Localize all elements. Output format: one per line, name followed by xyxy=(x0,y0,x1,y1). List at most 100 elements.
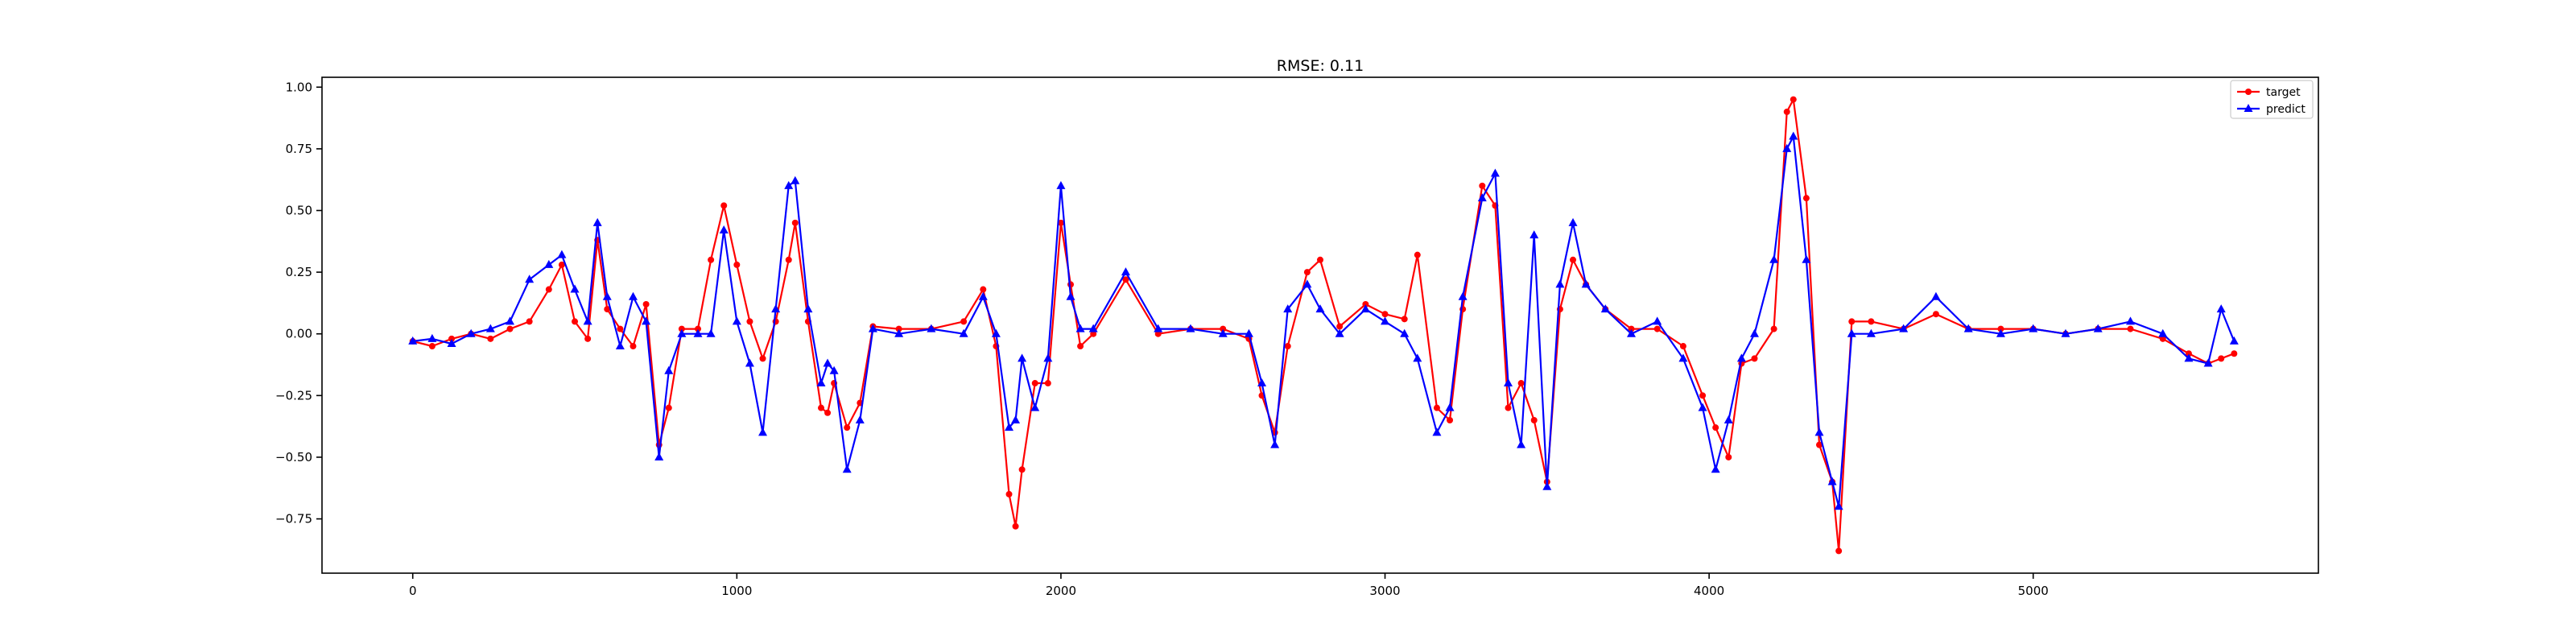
data-point-target xyxy=(665,404,672,411)
data-point-predict xyxy=(1066,291,1075,300)
legend-label-predict: predict xyxy=(2266,103,2306,116)
data-point-target xyxy=(1044,380,1051,387)
data-point-predict xyxy=(1581,279,1591,288)
data-point-predict xyxy=(1653,316,1662,325)
data-point-target xyxy=(1699,392,1707,399)
data-point-predict xyxy=(2061,328,2070,337)
data-point-target xyxy=(1433,404,1440,411)
data-point-predict xyxy=(894,328,904,337)
data-point-predict xyxy=(1075,324,1085,332)
data-point-predict xyxy=(2029,324,2038,332)
data-point-predict xyxy=(1088,324,1098,332)
data-point-predict xyxy=(855,415,865,423)
data-point-target xyxy=(2231,350,2238,357)
data-point-target xyxy=(1090,330,1097,337)
data-point-predict xyxy=(654,452,664,460)
data-point-target xyxy=(506,325,514,332)
x-axis: 0 1000 2000 3000 4000 5000 xyxy=(409,573,2049,598)
data-point-predict xyxy=(1736,353,1746,362)
data-point-target xyxy=(1770,325,1777,332)
data-point-predict xyxy=(1814,427,1824,436)
data-point-predict xyxy=(791,175,800,184)
data-point-predict xyxy=(1121,267,1130,276)
legend: target predict xyxy=(2230,80,2314,119)
data-point-target xyxy=(1783,108,1790,115)
x-tick-label: 5000 xyxy=(2018,584,2049,598)
data-point-predict xyxy=(1724,415,1733,423)
data-point-target xyxy=(980,286,987,293)
data-point-predict xyxy=(1789,131,1798,140)
data-point-target xyxy=(1414,251,1421,258)
data-point-target xyxy=(2127,325,2134,332)
data-point-target xyxy=(785,256,792,263)
data-point-predict xyxy=(1218,328,1228,337)
data-point-predict xyxy=(1769,254,1779,263)
data-point-predict xyxy=(1257,378,1267,387)
data-point-target xyxy=(1997,325,2004,332)
x-tick-label: 3000 xyxy=(1369,584,1400,598)
data-point-predict xyxy=(2093,324,2103,332)
data-point-target xyxy=(1712,424,1719,431)
data-point-target xyxy=(617,325,624,332)
x-tick-label: 4000 xyxy=(1694,584,1724,598)
y-tick-label: 0.50 xyxy=(286,203,312,217)
data-point-predict xyxy=(1270,440,1280,448)
data-point-target xyxy=(1122,276,1129,283)
data-point-predict xyxy=(784,180,794,189)
data-point-predict xyxy=(485,324,495,332)
data-point-predict xyxy=(2158,328,2168,337)
data-point-target xyxy=(1077,343,1084,350)
data-point-predict xyxy=(1626,328,1636,337)
data-point-predict xyxy=(466,328,476,337)
data-point-target xyxy=(1628,325,1635,332)
data-point-predict xyxy=(1315,304,1325,313)
data-point-predict xyxy=(732,316,741,325)
data-point-target xyxy=(1816,441,1823,448)
data-point-predict xyxy=(447,338,456,347)
data-point-predict xyxy=(615,341,625,350)
data-point-predict xyxy=(1504,378,1513,387)
y-tick-label: −0.50 xyxy=(275,450,312,464)
data-point-target xyxy=(1362,300,1369,308)
plot-frame xyxy=(321,76,2319,574)
data-point-predict xyxy=(1555,279,1565,288)
data-point-predict xyxy=(842,464,852,473)
data-point-predict xyxy=(1711,464,1720,473)
data-point-target xyxy=(1505,404,1512,411)
data-point-predict xyxy=(1834,502,1843,510)
data-point-target xyxy=(1381,311,1389,318)
data-point-target xyxy=(844,424,851,431)
data-point-target xyxy=(759,355,766,362)
data-point-predict xyxy=(664,365,674,374)
data-point-predict xyxy=(1302,279,1312,288)
data-point-predict xyxy=(677,328,687,337)
data-point-predict xyxy=(959,328,968,337)
chart-title: RMSE: 0.11 xyxy=(1277,57,1364,75)
x-tick-label: 1000 xyxy=(721,584,752,598)
data-point-target xyxy=(1802,195,1810,202)
data-point-target xyxy=(1868,318,1875,325)
data-point-predict xyxy=(642,316,651,325)
data-point-predict xyxy=(927,324,936,332)
data-point-target xyxy=(1479,182,1486,189)
data-point-target xyxy=(1530,416,1538,423)
data-point-predict xyxy=(628,291,638,300)
data-point-target xyxy=(1018,466,1026,473)
data-point-target xyxy=(2185,350,2192,357)
data-point-predict xyxy=(427,333,437,342)
data-point-target xyxy=(1220,325,1227,332)
data-point-predict xyxy=(1335,328,1344,337)
data-point-target xyxy=(2159,335,2166,342)
data-point-predict xyxy=(1400,328,1410,337)
data-point-predict xyxy=(1678,353,1688,362)
data-point-predict xyxy=(1568,217,1578,226)
data-point-target xyxy=(1303,269,1311,276)
y-tick-label: 0.00 xyxy=(286,327,312,341)
data-point-target xyxy=(1932,311,1939,318)
data-point-predict xyxy=(771,304,781,313)
data-point-predict xyxy=(1477,193,1487,202)
x-tick-label: 0 xyxy=(409,584,417,598)
data-point-predict xyxy=(978,291,988,300)
data-point-predict xyxy=(592,217,602,226)
